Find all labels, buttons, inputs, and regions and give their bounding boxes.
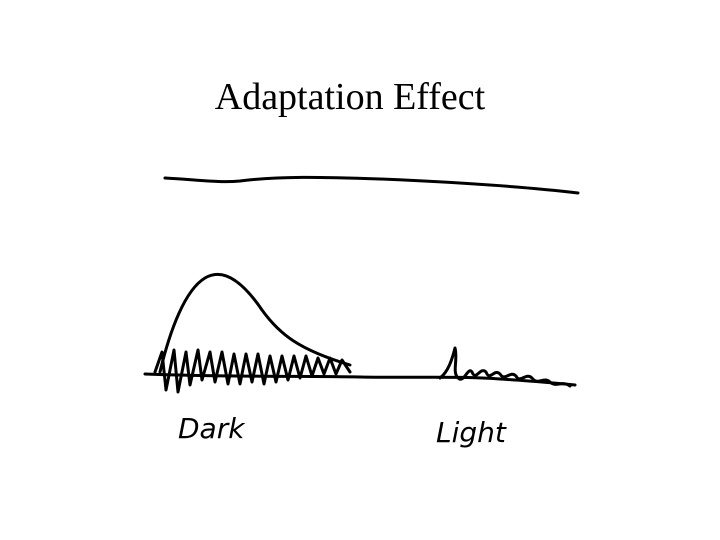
slide-title: Adaptation Effect bbox=[215, 76, 486, 118]
baseline bbox=[143, 372, 577, 387]
dark-scribble bbox=[153, 348, 352, 394]
light-scribble bbox=[438, 346, 572, 388]
response-bump bbox=[158, 272, 352, 374]
top-line bbox=[163, 175, 580, 195]
dark-label: Dark bbox=[178, 412, 246, 445]
light-label: Light bbox=[436, 416, 507, 449]
